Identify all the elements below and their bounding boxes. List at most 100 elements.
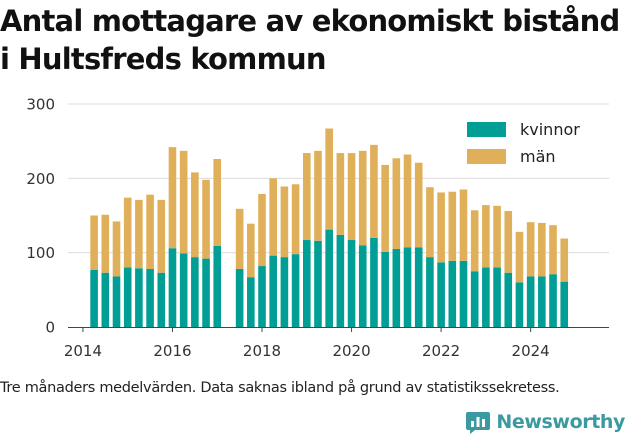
x-tick-label: 2020 (332, 342, 370, 360)
bar-man (358, 150, 367, 246)
y-tick-label: 200 (26, 170, 55, 188)
bar-man (515, 231, 524, 283)
bar-man (123, 197, 132, 268)
bar-kvinnor (135, 268, 143, 327)
bar-man (146, 194, 154, 270)
bar-kvinnor (157, 272, 166, 327)
bar-man (112, 221, 121, 277)
bar-man (213, 159, 222, 246)
bar-kvinnor (314, 240, 322, 327)
bar-man (414, 162, 423, 248)
x-tick-label: 2018 (243, 342, 281, 360)
bar-man (459, 189, 468, 261)
bar-kvinnor (258, 266, 266, 327)
chart-caption: Tre månaders medelvärden. Data saknas ib… (0, 380, 560, 396)
bar-kvinnor (269, 255, 278, 327)
bar-man (291, 184, 300, 255)
bar-kvinnor (426, 257, 434, 327)
bar-kvinnor (146, 269, 154, 327)
bar-kvinnor (101, 272, 110, 327)
bar-kvinnor (470, 271, 479, 327)
legend-label: kvinnor (520, 120, 580, 139)
bar-kvinnor (560, 281, 569, 327)
bar-man (191, 172, 199, 258)
bar-man (403, 154, 412, 248)
bar-kvinnor (493, 267, 501, 327)
bar-man (202, 179, 210, 259)
bar-man (560, 238, 569, 282)
bar-man (426, 187, 434, 258)
bar-man (347, 153, 356, 241)
bar-kvinnor (123, 267, 132, 327)
bar-man (470, 210, 479, 272)
bar-kvinnor (302, 240, 311, 327)
bar-kvinnor (482, 267, 490, 327)
bar-kvinnor (504, 272, 513, 327)
bar-kvinnor (325, 229, 333, 327)
bar-kvinnor (526, 276, 535, 327)
legend-swatch (467, 149, 506, 164)
x-tick-label: 2022 (422, 342, 460, 360)
bar-man (90, 215, 98, 270)
legend: kvinnor män (467, 120, 580, 166)
bar-kvinnor (459, 260, 468, 327)
bar-man (549, 225, 557, 275)
x-tick-label: 2016 (153, 342, 191, 360)
axes: 0 100 200 300 2014 2016 2018 2020 2022 2024 (26, 96, 609, 360)
bar-man (135, 199, 143, 269)
bars (90, 128, 569, 327)
bar-kvinnor (336, 234, 345, 327)
bar-man (280, 186, 289, 258)
y-tick-label: 300 (26, 96, 55, 114)
bar-kvinnor (538, 276, 546, 327)
bar-man (381, 164, 389, 252)
bar-man (538, 222, 546, 277)
bar-man (392, 158, 401, 249)
bar-kvinnor (90, 269, 98, 327)
bar-kvinnor (213, 245, 222, 327)
bar-kvinnor (358, 245, 367, 327)
bar-kvinnor (448, 260, 457, 327)
bar-man (179, 150, 188, 254)
bar-kvinnor (414, 247, 423, 327)
y-tick-label: 0 (45, 319, 55, 337)
bar-man (168, 147, 177, 249)
bar-kvinnor (280, 257, 289, 327)
bar-kvinnor (437, 262, 445, 327)
bar-man (101, 214, 110, 273)
bar-man (336, 153, 345, 235)
bar-kvinnor (370, 237, 378, 327)
bar-kvinnor (381, 251, 389, 327)
chart-title: Antal mottagare av ekonomiskt bistånd i … (0, 4, 620, 76)
bar-kvinnor (235, 269, 244, 327)
bar-man (482, 205, 490, 268)
x-tick-label: 2024 (512, 342, 550, 360)
bar-man (325, 128, 333, 230)
bar-kvinnor (202, 258, 210, 327)
bar-man (235, 208, 244, 270)
brand-logo: Newsworthy (465, 408, 625, 436)
bar-kvinnor (291, 254, 300, 327)
bar-kvinnor (403, 247, 412, 327)
bar-man (157, 199, 166, 273)
bar-chart-speech-bubble-icon (466, 412, 491, 434)
bar-man (370, 144, 378, 238)
bar-man (247, 223, 255, 278)
bar-man (526, 222, 535, 277)
bar-man (258, 193, 266, 267)
bar-man (493, 205, 501, 268)
bar-kvinnor (549, 274, 557, 327)
bar-kvinnor (247, 277, 255, 327)
y-tick-label: 100 (26, 244, 55, 262)
bar-kvinnor (392, 248, 401, 327)
bar-kvinnor (179, 253, 188, 327)
bar-man (302, 153, 311, 241)
x-tick-label: 2014 (64, 342, 102, 360)
bar-man (437, 192, 445, 263)
bar-kvinnor (515, 282, 524, 327)
brand-name: Newsworthy (496, 411, 625, 433)
legend-label: män (520, 147, 556, 166)
bar-man (314, 150, 322, 241)
bar-man (448, 191, 457, 261)
